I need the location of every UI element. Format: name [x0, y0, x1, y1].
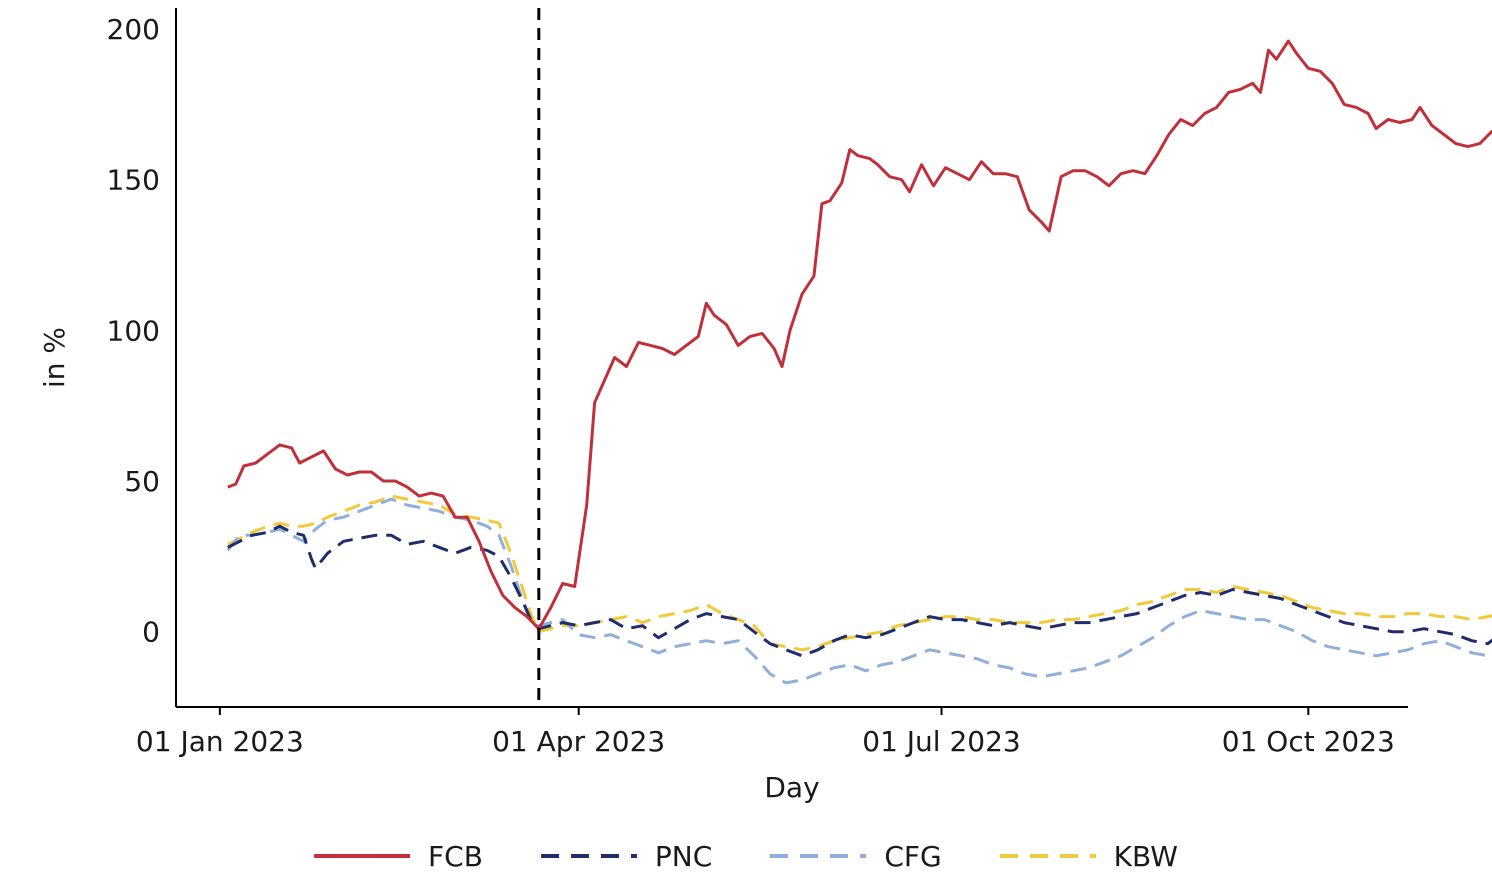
series-line-fcb [227, 39, 1492, 631]
legend-swatch [999, 854, 1096, 858]
legend: FCB PNC CFG KBW [0, 828, 1492, 884]
legend-item-cfg: CFG [770, 839, 942, 873]
legend-label: PNC [654, 839, 713, 873]
series-line-pnc [227, 524, 1492, 658]
legend-label: CFG [884, 839, 942, 873]
x-axis-title: Day [764, 771, 819, 804]
series-lines [226, 39, 1492, 685]
x-axis-ticks: 01 Jan 2023 01 Apr 2023 01 Jul 2023 01 Oct … [136, 707, 1395, 758]
x-tick-label: 01 Apr 2023 [492, 725, 665, 758]
legend-item-kbw: KBW [999, 839, 1178, 873]
y-tick-label: 0 [142, 616, 160, 649]
x-tick-label: 01 Jan 2023 [136, 725, 304, 758]
legend-swatch [314, 854, 411, 858]
legend-item-fcb: FCB [314, 840, 483, 873]
legend-swatch [770, 854, 867, 858]
legend-label: FCB [428, 839, 483, 873]
legend-item-pnc: PNC [540, 839, 713, 873]
series-line-cfg [226, 497, 1492, 685]
x-tick-label: 01 Jul 2023 [862, 725, 1020, 758]
legend-swatch [540, 854, 637, 858]
y-axis-ticks: 200 150 100 50 0 [107, 13, 160, 649]
y-tick-label: 200 [107, 13, 160, 46]
line-chart: 200 150 100 50 0 01 Jan 2023 01 Apr 2023 01 Ju… [38, 8, 1492, 804]
x-tick-label: 01 Oct 2023 [1222, 725, 1395, 758]
y-tick-label: 100 [107, 314, 160, 347]
y-tick-label: 50 [124, 465, 160, 498]
legend-label: KBW [1113, 839, 1178, 873]
series-line-kbw [227, 494, 1492, 652]
y-axis-title: in % [38, 327, 71, 388]
y-tick-label: 150 [107, 164, 160, 197]
